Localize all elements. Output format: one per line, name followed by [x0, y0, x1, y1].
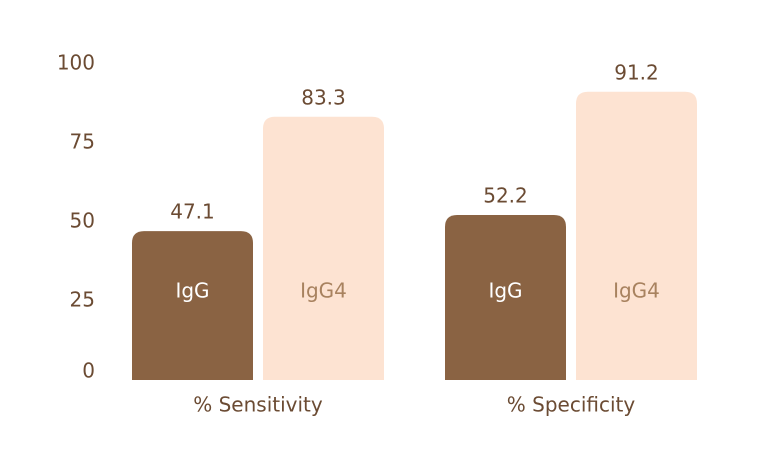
bar	[445, 215, 566, 380]
y-tick-label: 75	[70, 130, 95, 154]
bar	[132, 231, 253, 380]
y-tick-label: 25	[70, 288, 95, 312]
value-label: 47.1	[170, 200, 215, 224]
x-tick-label: % Specificity	[507, 393, 636, 417]
series-label: IgG4	[300, 279, 347, 303]
y-tick-label: 100	[57, 51, 95, 75]
x-tick-label: % Sensitivity	[193, 393, 323, 417]
value-label: 52.2	[483, 184, 528, 208]
bar	[263, 116, 384, 380]
bar	[576, 91, 697, 381]
series-label: IgG	[488, 279, 522, 303]
series-label: IgG	[175, 279, 209, 303]
value-label: 91.2	[614, 60, 659, 84]
value-label: 83.3	[301, 85, 346, 109]
y-tick-label: 0	[82, 359, 95, 383]
y-tick-label: 50	[70, 209, 95, 233]
series-label: IgG4	[613, 279, 660, 303]
